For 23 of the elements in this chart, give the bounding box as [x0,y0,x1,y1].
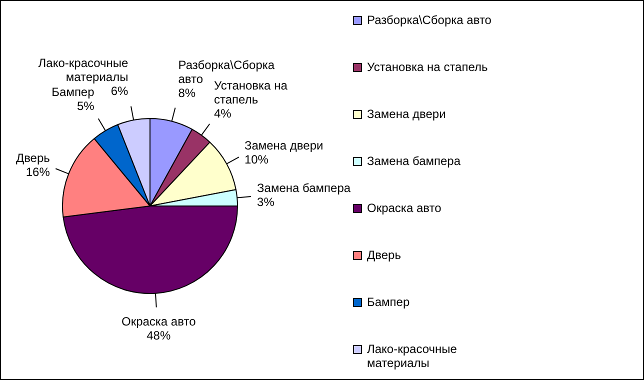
data-label: 3% [257,195,275,210]
legend-label: Замена двери [367,107,447,121]
slice-label: Окраска авто [121,314,196,329]
slice-label: Бампер [52,85,95,100]
slice-label: Замена двери [244,138,324,153]
legend-label: Установка на стапель [367,60,489,74]
data-label: 5% [76,99,95,114]
slice-label: Лако-красочные материалы [38,56,129,84]
data-label: 10% [244,152,269,167]
data-label: 48% [146,328,171,343]
data-label: 8% [178,86,196,100]
slice-label: Замена бампера [257,181,351,196]
data-label: 4% [214,106,232,121]
legend-label: Дверь [367,248,402,262]
data-label: 16% [26,165,50,180]
data-label: 6% [110,84,129,98]
legend-label: Лако-красочные материалы [367,342,458,370]
slice-label: Дверь [16,151,50,166]
legend-label: Разборка\Сборка авто [367,13,492,27]
legend-label: Бампер [367,295,411,309]
legend-label: Замена бампера [367,154,462,168]
slice-label: Установка на стапель [214,78,288,107]
legend-label: Окраска авто [367,201,442,215]
